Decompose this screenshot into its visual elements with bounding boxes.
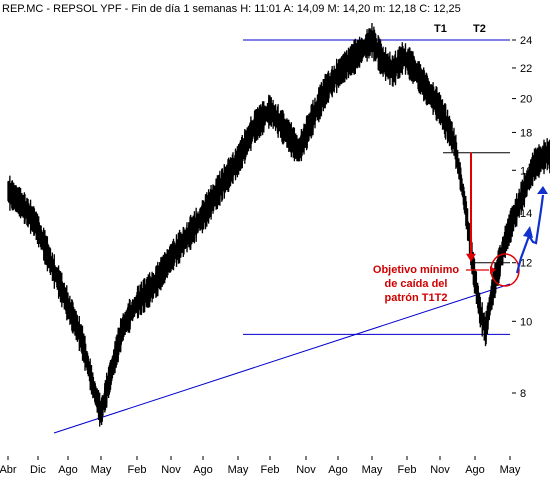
peak-label-t1: T1 bbox=[434, 23, 447, 35]
x-tick-label: Feb bbox=[398, 464, 417, 476]
y-tick-label: 20 bbox=[520, 94, 532, 106]
annotation-line-1: Objetivo mínimo bbox=[373, 264, 459, 276]
projection-arrow-head bbox=[537, 186, 548, 194]
y-tick-label: 14 bbox=[520, 208, 532, 220]
x-tick-label: Nov bbox=[296, 464, 316, 476]
projection-arrow-head-mid bbox=[523, 226, 533, 238]
x-tick-label: May bbox=[362, 464, 383, 476]
projection-path bbox=[515, 194, 545, 274]
x-tick-label: May bbox=[228, 464, 249, 476]
x-tick-label: May bbox=[91, 464, 112, 476]
price-line bbox=[7, 22, 550, 427]
y-tick-label: 18 bbox=[520, 127, 532, 139]
x-axis: Abr Dic Ago May Feb Nov Ago May Feb Nov Ago May Feb N… bbox=[0, 456, 521, 476]
target-arrow-head bbox=[466, 253, 476, 262]
y-tick-label: 12 bbox=[520, 258, 532, 270]
y-tick-label: 16 bbox=[520, 165, 532, 177]
price-series bbox=[7, 22, 550, 427]
x-tick-label: Ago bbox=[328, 464, 348, 476]
x-tick-label: Dic bbox=[30, 464, 46, 476]
x-tick-label: May bbox=[500, 464, 521, 476]
y-tick-label: 24 bbox=[520, 35, 532, 47]
x-tick-label: Abr bbox=[0, 464, 17, 476]
y-tick-label: 10 bbox=[520, 316, 532, 328]
x-tick-label: Ago bbox=[193, 464, 213, 476]
y-axis: 8 10 12 14 16 18 20 22 24 bbox=[512, 35, 532, 400]
chart-header: REP.MC - REPSOL YPF - Fin de día 1 seman… bbox=[2, 3, 461, 15]
trend-line bbox=[53, 283, 511, 434]
y-tick-label: 8 bbox=[520, 388, 526, 400]
pattern-lines bbox=[53, 39, 511, 434]
peak-label-t2: T2 bbox=[473, 23, 486, 35]
y-tick-label: 22 bbox=[520, 63, 532, 75]
annotation-layer: T1 T2 Objetivo mínimo de caída del patrón T1… bbox=[373, 23, 548, 304]
annotation-line-3: patrón T1T2 bbox=[385, 292, 448, 304]
x-tick-label: Nov bbox=[161, 464, 181, 476]
x-tick-label: Nov bbox=[430, 464, 450, 476]
x-tick-label: Feb bbox=[128, 464, 147, 476]
x-tick-label: Feb bbox=[261, 464, 280, 476]
annotation-line-2: de caída del bbox=[385, 278, 448, 290]
x-tick-label: Ago bbox=[58, 464, 78, 476]
x-tick-label: Ago bbox=[465, 464, 485, 476]
note-pointer-head bbox=[490, 266, 496, 274]
